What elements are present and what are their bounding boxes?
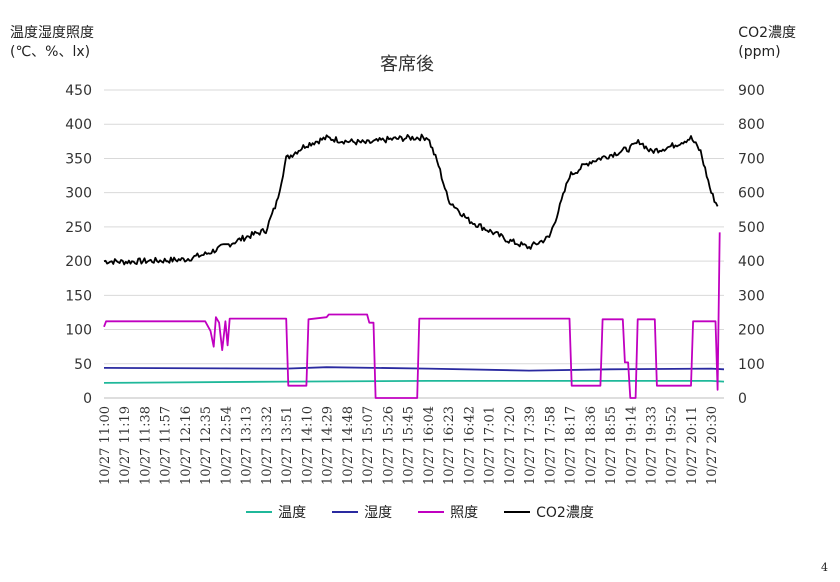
legend-label-humidity: 湿度: [364, 505, 393, 521]
left-tick-label: 50: [74, 357, 92, 373]
legend-item-temperature: 温度: [246, 502, 306, 522]
legend-swatch-illuminance: [418, 511, 445, 513]
left-axis-title-line1: 温度湿度照度: [10, 25, 94, 41]
legend-swatch-temperature: [246, 511, 273, 513]
legend-label-illuminance: 照度: [450, 505, 479, 521]
right-tick-label: 0: [738, 391, 747, 407]
x-tick-label: 10/27 11:57: [159, 406, 174, 485]
x-tick-label: 10/27 19:14: [624, 406, 639, 485]
legend-item-illuminance: 照度: [418, 502, 478, 522]
series-line: [103, 133, 719, 266]
right-tick-label: 100: [738, 357, 765, 373]
x-tick-label: 10/27 11:19: [118, 406, 133, 485]
left-tick-label: 0: [83, 391, 92, 407]
x-tick-label: 10/27 16:04: [422, 406, 437, 485]
x-tick-label: 10/27 14:48: [341, 406, 356, 485]
x-tick-label: 10/27 18:17: [564, 406, 579, 485]
left-tick-label: 400: [65, 117, 92, 133]
legend-item-humidity: 湿度: [332, 502, 392, 522]
legend-label-temperature: 温度: [278, 505, 307, 521]
right-axis-ticks: 0 100 200 300 400 500 600 700 800 900: [738, 83, 765, 407]
x-tick-label: 10/27 18:36: [584, 406, 599, 485]
left-tick-label: 150: [65, 288, 92, 304]
x-tick-label: 10/27 12:54: [219, 406, 234, 485]
x-tick-label: 10/27 13:32: [260, 406, 275, 485]
left-tick-label: 250: [65, 220, 92, 236]
x-tick-label: 10/27 17:39: [523, 406, 538, 485]
x-tick-label: 10/27 18:55: [604, 406, 619, 485]
x-tick-label: 10/27 11:00: [98, 406, 113, 485]
page-number: 4: [821, 561, 828, 574]
right-tick-label: 900: [738, 83, 765, 99]
series-line: [103, 366, 725, 372]
series-line: [103, 379, 725, 384]
left-axis-ticks: 0 50 100 150 200 250 300 350 400 450: [65, 83, 92, 407]
legend-label-co2: CO2濃度: [536, 505, 594, 521]
x-tick-label: 10/27 16:23: [442, 406, 457, 485]
x-tick-label: 10/27 19:52: [665, 406, 680, 485]
x-tick-label: 10/27 13:51: [280, 406, 295, 485]
legend: 温度 湿度 照度 CO2濃度: [0, 502, 840, 522]
legend-swatch-co2: [504, 511, 531, 513]
right-tick-label: 800: [738, 117, 765, 133]
right-axis-title-line2: (ppm): [738, 44, 781, 60]
left-tick-label: 450: [65, 83, 92, 99]
x-tick-label: 10/27 13:13: [240, 406, 255, 485]
x-tick-label: 10/27 15:26: [381, 406, 396, 485]
chart-title: 客席後: [380, 54, 434, 75]
left-tick-label: 100: [65, 323, 92, 339]
legend-item-co2: CO2濃度: [504, 502, 594, 522]
x-tick-label: 10/27 17:58: [543, 406, 558, 485]
x-tick-label: 10/27 20:11: [685, 406, 700, 485]
x-tick-label: 10/27 15:07: [361, 406, 376, 485]
right-tick-label: 200: [738, 323, 765, 339]
left-axis-title: 温度湿度照度 (℃、%、lx): [10, 24, 94, 62]
x-tick-label: 10/27 17:20: [503, 406, 518, 485]
series-line: [103, 232, 721, 399]
right-tick-label: 700: [738, 151, 765, 167]
x-axis-ticks: 10/27 11:00 10/27 11:19 10/27 11:38 10/27 1…: [98, 406, 720, 485]
right-tick-label: 300: [738, 288, 765, 304]
x-tick-label: 10/27 14:29: [321, 406, 336, 485]
x-tick-label: 10/27 15:45: [402, 406, 417, 485]
x-tick-label: 10/27 14:10: [300, 406, 315, 485]
right-tick-label: 400: [738, 254, 765, 270]
right-tick-label: 500: [738, 220, 765, 236]
x-tick-label: 10/27 17:01: [483, 406, 498, 485]
x-tick-label: 10/27 20:30: [705, 406, 720, 485]
x-tick-label: 10/27 11:38: [138, 406, 153, 485]
left-tick-label: 350: [65, 151, 92, 167]
x-tick-label: 10/27 12:35: [199, 406, 214, 485]
series-lines: [103, 133, 725, 399]
x-tick-label: 10/27 12:16: [179, 406, 194, 485]
legend-swatch-humidity: [332, 511, 359, 513]
left-tick-label: 200: [65, 254, 92, 270]
right-axis-title-line1: CO2濃度: [738, 25, 796, 41]
grid-lines: [104, 89, 724, 399]
right-tick-label: 600: [738, 186, 765, 202]
left-tick-label: 300: [65, 186, 92, 202]
left-axis-title-line2: (℃、%、lx): [10, 44, 91, 60]
x-tick-label: 10/27 19:33: [644, 406, 659, 485]
x-tick-label: 10/27 16:42: [462, 406, 477, 485]
right-axis-title: CO2濃度 (ppm): [738, 24, 796, 62]
